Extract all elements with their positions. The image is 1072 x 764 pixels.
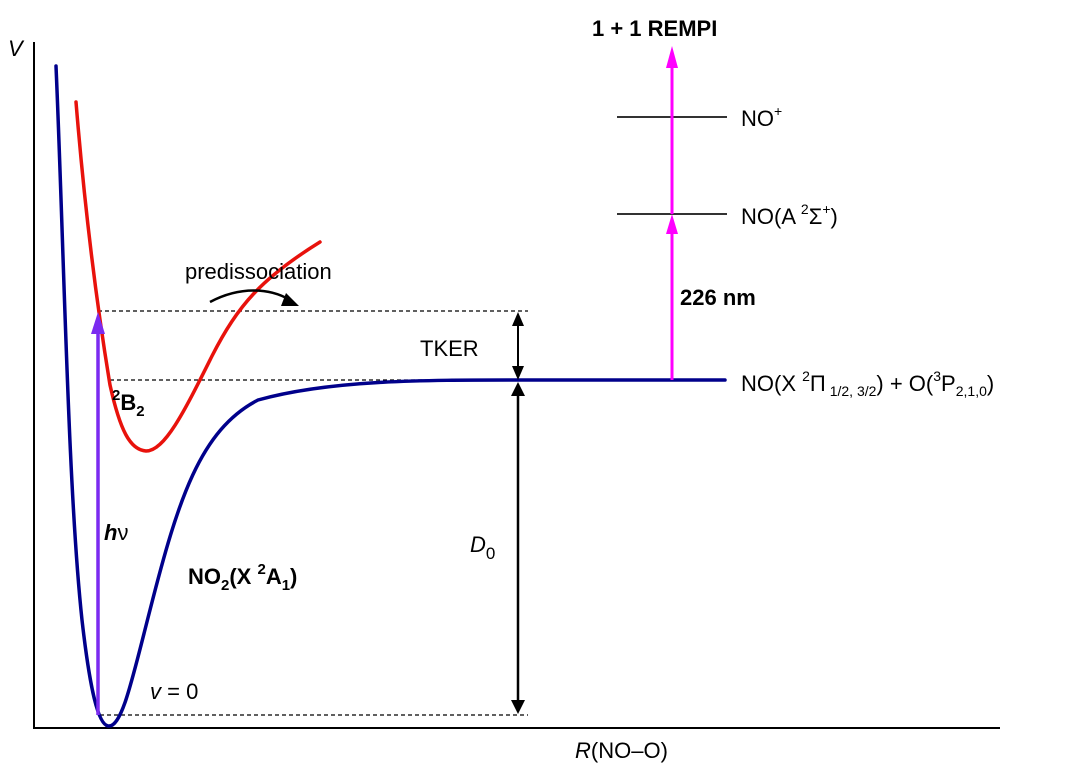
d0-arrow (511, 382, 525, 714)
tker-label: TKER (420, 336, 479, 361)
x-axis-label: R(NO–O) (575, 738, 668, 763)
d0-label: D0 (470, 532, 495, 563)
predissociation-label: predissociation (185, 259, 332, 284)
no-a-state-label: NO(A 2Σ+) (741, 201, 838, 229)
asymptote-label: NO(X 2Π 1/2, 3/2) + O(3P2,1,0) (741, 368, 994, 399)
no-ion-label: NO+ (741, 103, 782, 131)
tker-arrow (512, 312, 524, 380)
y-axis-label: V (8, 36, 25, 61)
ground-state-label: NO2(X 2A1) (188, 561, 297, 594)
rempi-title: 1 + 1 REMPI (592, 16, 717, 41)
wavelength-label: 226 nm (680, 285, 756, 310)
hv-label: hν (104, 520, 128, 545)
v0-label: v = 0 (150, 679, 198, 704)
photon-excitation-arrow (91, 312, 105, 715)
ground-state-curve (56, 66, 725, 726)
dashed-reference-lines (98, 311, 528, 715)
axes: V R(NO–O) (8, 36, 1000, 763)
